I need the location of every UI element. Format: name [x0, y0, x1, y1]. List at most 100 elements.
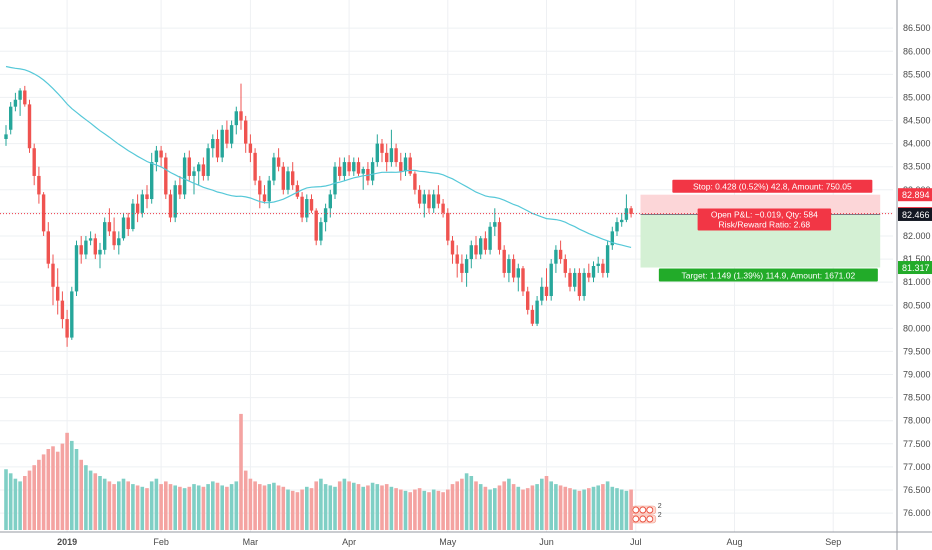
y-tick-label: 78.000	[903, 416, 931, 426]
candle-body	[98, 249, 102, 255]
event-marker[interactable]: 2	[631, 503, 662, 515]
candle-body	[342, 162, 347, 176]
candle-body	[65, 319, 69, 338]
candle-body	[432, 194, 436, 209]
event-dot-icon	[646, 506, 654, 514]
volume-bar	[140, 486, 145, 530]
y-tick-label: 76.000	[903, 508, 931, 518]
candle-body	[380, 143, 384, 153]
event-dot-icon	[646, 515, 654, 523]
volume-bar	[417, 488, 422, 530]
target-label-text: Target: 1.149 (1.39%) 114.9, Amount: 167…	[681, 271, 855, 281]
volume-bar	[516, 486, 521, 530]
volume-bar	[65, 432, 69, 530]
volume-bar	[131, 484, 135, 530]
candle-body	[267, 180, 271, 202]
candle-body	[587, 272, 591, 278]
volume-bar	[591, 486, 596, 530]
volume-bar	[582, 489, 586, 530]
candle-body	[615, 222, 619, 232]
candle-body	[107, 222, 112, 232]
volume-bar	[601, 484, 605, 530]
position-zones[interactable]	[640, 194, 881, 268]
volume-bar	[554, 484, 558, 530]
volume-bar	[431, 489, 436, 530]
volume-bar	[535, 484, 539, 530]
volume-bar	[422, 490, 427, 530]
candle-body	[154, 150, 159, 163]
y-tick-label: 84.000	[903, 139, 931, 149]
volume-bars	[4, 413, 633, 530]
volume-bar	[248, 478, 253, 530]
candle-body	[328, 194, 332, 209]
volume-bar	[117, 481, 121, 530]
volume-bar	[530, 485, 535, 530]
candle-body	[629, 208, 633, 214]
volume-bar	[300, 489, 304, 530]
price-axis-tag-text: 82.894	[902, 190, 930, 200]
volume-bar	[51, 446, 55, 530]
volume-bar	[225, 486, 229, 530]
volume-bar	[93, 473, 98, 530]
candle-body	[516, 268, 520, 278]
candle-body	[37, 175, 41, 195]
candle-body	[563, 259, 567, 273]
candle-body	[507, 259, 511, 273]
y-tick-label: 81.500	[903, 254, 931, 264]
candle-body	[286, 171, 290, 190]
candle-body	[403, 157, 408, 172]
candle-body	[192, 171, 196, 176]
target-label[interactable]: Target: 1.149 (1.39%) 114.9, Amount: 167…	[658, 268, 878, 282]
candle-body	[88, 238, 93, 241]
candle-body	[375, 143, 379, 163]
x-tick-label: Aug	[726, 537, 742, 547]
candle-body	[361, 169, 365, 174]
candle-body	[356, 162, 361, 174]
volume-bar	[328, 485, 333, 530]
candle-body	[206, 148, 210, 176]
volume-bar	[4, 469, 8, 530]
price-axis-tag-bg	[898, 207, 932, 221]
candle-body	[46, 231, 50, 264]
candle-body	[173, 185, 177, 218]
volume-bar	[98, 476, 102, 530]
candle-body	[18, 90, 22, 100]
candle-body	[323, 208, 328, 223]
event-marker[interactable]: 2	[631, 512, 662, 524]
volume-bar	[23, 476, 27, 530]
y-tick-label: 83.500	[903, 162, 931, 172]
candle-body	[295, 185, 300, 197]
volume-bar	[469, 476, 474, 530]
volume-bar	[577, 490, 582, 530]
volume-bar	[46, 449, 51, 530]
stop-label-bg	[672, 179, 873, 193]
candle-body	[229, 125, 234, 144]
candle-body	[197, 164, 201, 172]
x-tick-label: Jun	[539, 537, 554, 547]
candle-body	[117, 238, 121, 246]
y-tick-label: 85.500	[903, 69, 931, 79]
x-tick-label: May	[439, 537, 457, 547]
stop-label[interactable]: Stop: 0.428 (0.52%) 42.8, Amount: 750.05	[672, 179, 873, 193]
volume-bar	[102, 478, 107, 530]
candle-body	[535, 300, 539, 324]
volume-bar	[507, 478, 511, 530]
candle-body	[446, 212, 450, 241]
volume-bar	[436, 490, 441, 530]
candle-body	[112, 231, 116, 246]
candle-body	[145, 194, 149, 200]
position-overlay[interactable]: Stop: 0.428 (0.52%) 42.8, Amount: 750.05…	[0, 179, 893, 282]
candle-body	[178, 185, 182, 195]
volume-bar	[629, 489, 633, 530]
event-markers[interactable]: 22	[631, 503, 662, 524]
volume-bar	[74, 449, 79, 530]
volume-bar	[290, 490, 295, 530]
volume-bar	[135, 485, 140, 530]
candle-body	[530, 309, 535, 324]
event-marker-count: 2	[658, 512, 662, 519]
volume-bar	[229, 484, 234, 530]
candle-body	[253, 152, 257, 181]
volume-bar	[558, 485, 563, 530]
